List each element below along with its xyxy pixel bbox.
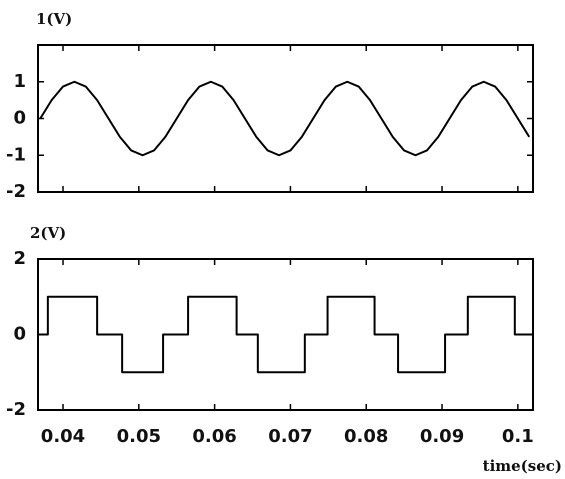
x-tick-label: 0.09: [420, 426, 464, 447]
y-tick-label: -1: [6, 144, 26, 165]
y-axis-label: 2(V): [30, 224, 66, 242]
x-tick-label: 0.08: [344, 426, 388, 447]
x-tick-label: 0.05: [117, 426, 161, 447]
x-axis-label: time(sec): [483, 457, 562, 475]
y-tick-label: -2: [6, 399, 26, 420]
signal-line: [38, 295, 533, 374]
x-tick-label: 0.04: [41, 426, 85, 447]
y-tick-label: 1: [13, 71, 26, 92]
plot-frame: [37, 44, 534, 193]
y-tick-label: -2: [6, 181, 26, 202]
x-tick-label: 0.1: [502, 426, 534, 447]
signal-line: [39, 80, 531, 157]
y-axis-label: 1(V): [36, 10, 72, 28]
x-tick-label: 0.07: [268, 426, 312, 447]
y-tick-label: 2: [13, 248, 26, 269]
x-tick-label: 0.06: [192, 426, 236, 447]
y-tick-label: 0: [13, 324, 26, 345]
y-tick-label: 0: [13, 108, 26, 129]
